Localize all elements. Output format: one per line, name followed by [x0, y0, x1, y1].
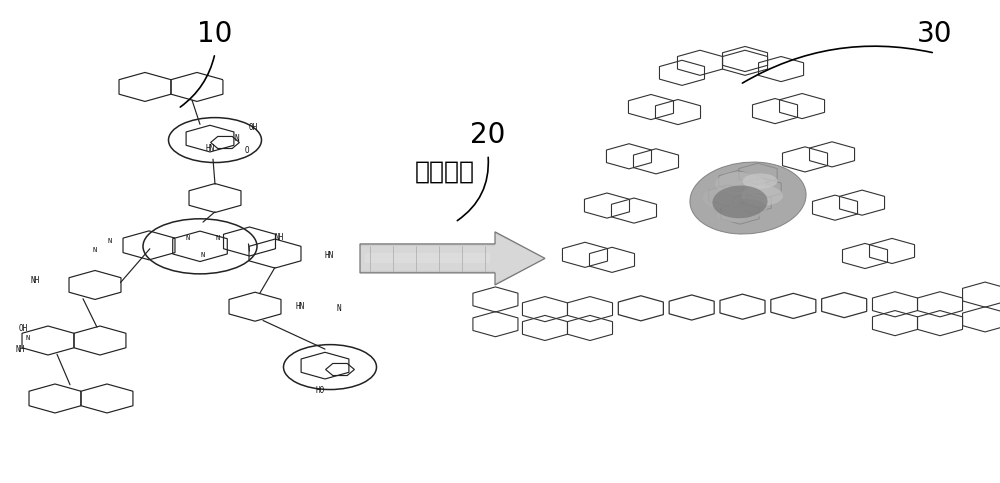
Text: 金属离子: 金属离子 — [415, 159, 475, 184]
Text: HO: HO — [315, 386, 325, 395]
Text: N: N — [108, 238, 112, 243]
Text: HN: HN — [205, 144, 215, 153]
Text: NH: NH — [275, 233, 284, 242]
Polygon shape — [360, 233, 545, 284]
Ellipse shape — [703, 187, 741, 209]
Ellipse shape — [717, 208, 747, 222]
Text: O: O — [245, 146, 249, 155]
Polygon shape — [360, 232, 545, 284]
Ellipse shape — [743, 173, 777, 189]
Polygon shape — [360, 232, 545, 285]
Polygon shape — [360, 232, 545, 285]
Text: 20: 20 — [470, 121, 506, 149]
Text: HN: HN — [295, 302, 305, 311]
Text: N: N — [26, 335, 30, 341]
Polygon shape — [360, 234, 545, 283]
Polygon shape — [360, 232, 545, 284]
Polygon shape — [360, 234, 545, 283]
Ellipse shape — [712, 185, 768, 218]
Text: N: N — [337, 304, 341, 313]
Text: HN: HN — [324, 252, 334, 260]
Text: NH: NH — [30, 276, 40, 284]
Text: 30: 30 — [917, 20, 953, 48]
Text: N: N — [235, 134, 239, 143]
Ellipse shape — [690, 162, 806, 234]
Ellipse shape — [741, 185, 783, 206]
Ellipse shape — [729, 199, 767, 218]
Polygon shape — [360, 233, 545, 284]
Text: NH: NH — [15, 345, 25, 354]
Polygon shape — [360, 233, 545, 284]
Text: N: N — [186, 235, 190, 241]
Text: 10: 10 — [197, 20, 233, 48]
Text: N: N — [216, 235, 220, 241]
Ellipse shape — [715, 172, 765, 195]
Text: N: N — [93, 247, 97, 253]
Polygon shape — [360, 234, 545, 283]
Polygon shape — [360, 234, 545, 283]
Polygon shape — [360, 233, 545, 284]
Polygon shape — [365, 253, 490, 264]
Text: OH: OH — [248, 124, 258, 132]
Text: N: N — [201, 252, 205, 258]
Text: OH: OH — [18, 324, 28, 333]
